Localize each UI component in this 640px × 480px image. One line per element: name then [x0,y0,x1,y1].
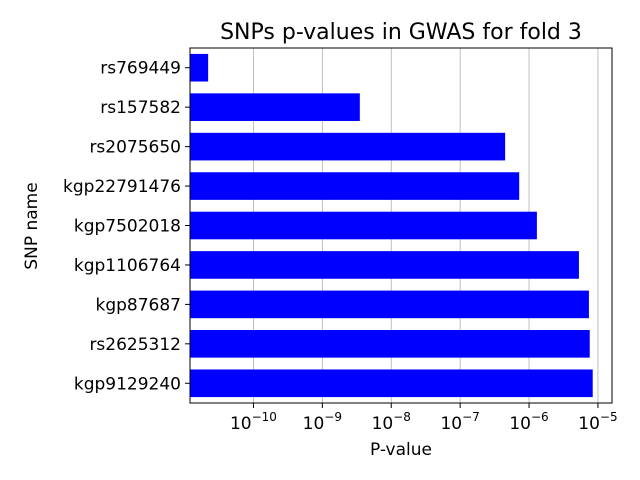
bars [190,53,593,398]
y-tick-label: rs2625312 [89,335,181,355]
axis-ticks: 10−10 10−9 10−8 10−7 10−6 10−5 rs769449 rs15758… [63,59,618,434]
y-tick-label: kgp9129240 [74,374,181,394]
bar [190,132,506,161]
x-axis-label: P-value [370,440,432,460]
x-tick-label: 10−6 [509,410,548,434]
bar [190,290,589,319]
x-tick-label: 10−9 [303,410,342,434]
y-tick-label: kgp7502018 [74,217,181,237]
y-tick-label: kgp87687 [95,295,181,315]
bar [190,53,209,82]
x-tick-label: 10−7 [440,410,479,434]
chart-title: SNPs p-values in GWAS for fold 3 [220,20,582,45]
x-tick-label: 10−8 [372,410,411,434]
y-tick-label: rs769449 [100,59,181,79]
y-tick-label: kgp22791476 [63,177,181,197]
y-tick-label: rs2075650 [89,138,181,158]
plot-frame [189,47,613,404]
x-tick-label: 10−10 [230,410,277,434]
bar [190,369,593,398]
bar [190,330,590,358]
y-tick-label: kgp1106764 [74,256,181,276]
y-axis-label: SNP name [22,182,42,269]
bar [190,172,520,200]
bar [190,251,579,279]
bar [190,211,537,240]
y-tick-label: rs157582 [100,98,181,118]
x-tick-label: 10−5 [578,410,617,434]
bar [190,93,360,121]
